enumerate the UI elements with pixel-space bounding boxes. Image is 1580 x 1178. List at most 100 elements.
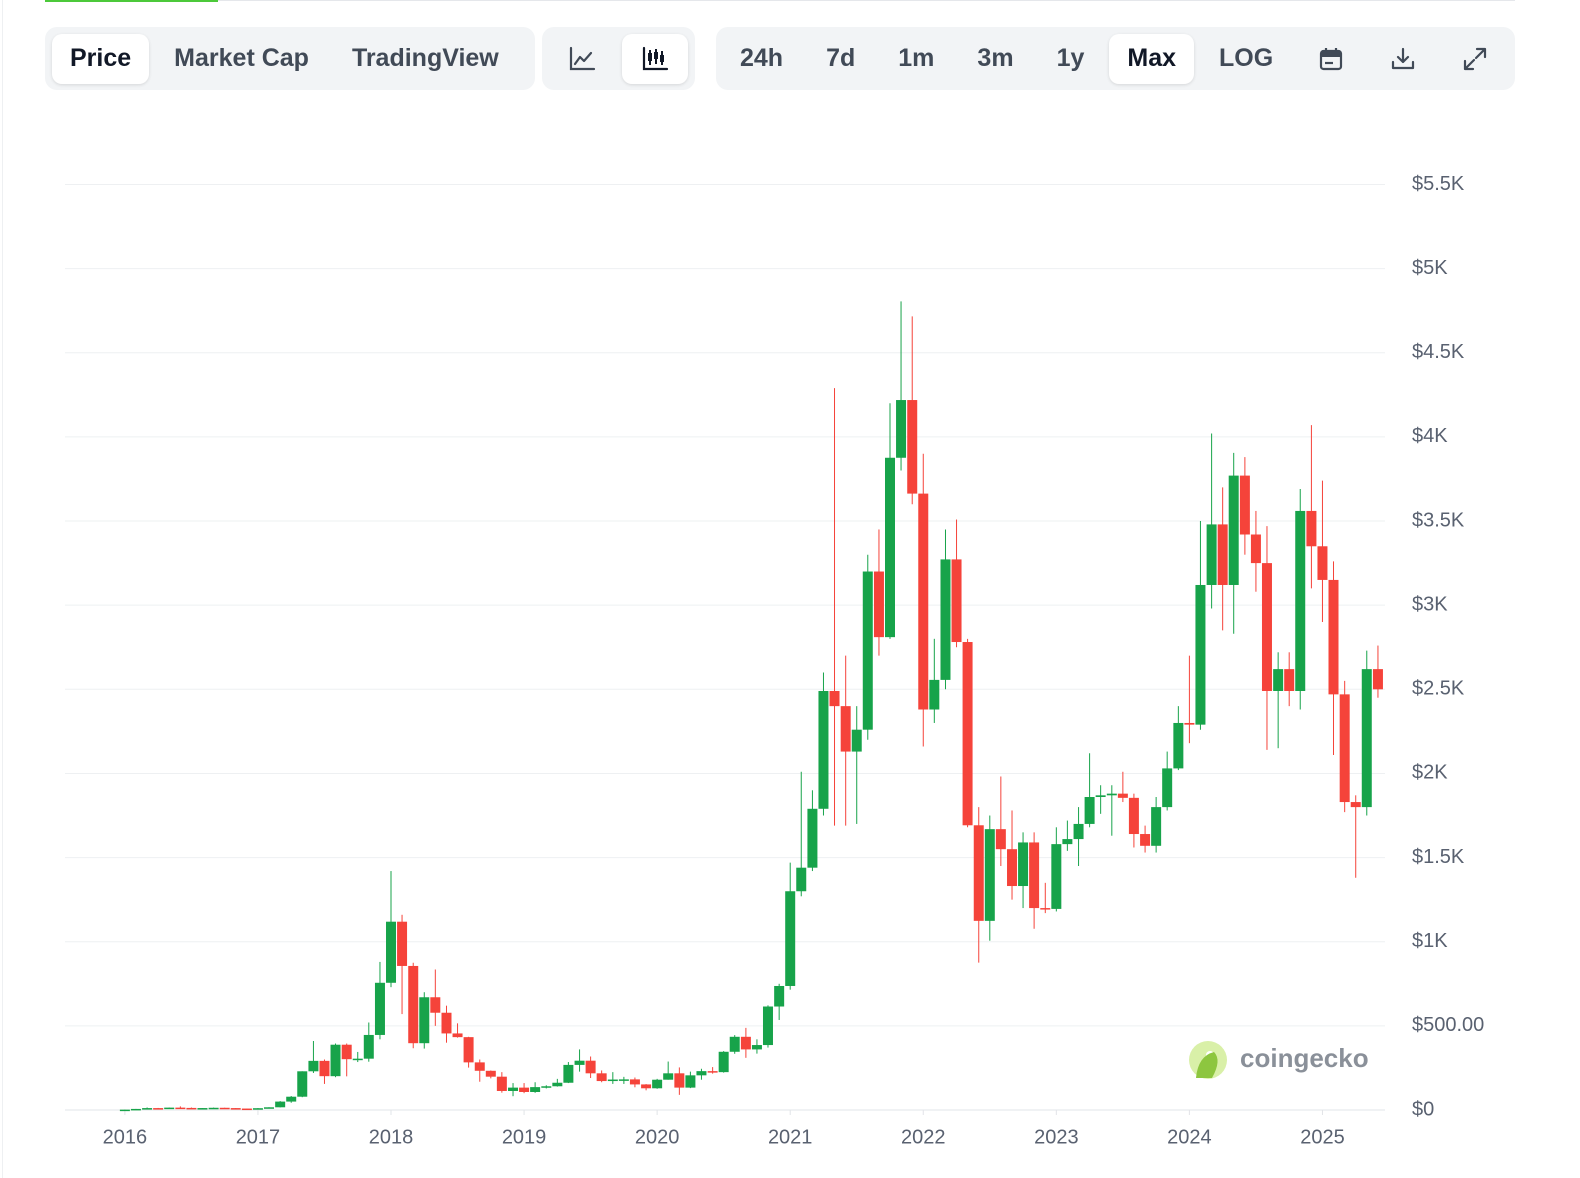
candle-body bbox=[718, 1051, 729, 1073]
candle-body bbox=[1151, 807, 1162, 846]
y-tick-label: $2.5K bbox=[1412, 678, 1465, 700]
candle-body bbox=[485, 1070, 496, 1077]
candle-body bbox=[1007, 849, 1018, 887]
candle-body bbox=[818, 690, 829, 809]
range-group: 24h 7d 1m 3m 1y Max LOG bbox=[716, 27, 1515, 90]
candle-body bbox=[508, 1087, 519, 1091]
candle-body bbox=[918, 493, 929, 710]
candle-body bbox=[1195, 584, 1206, 725]
x-tick-label: 2024 bbox=[1167, 1126, 1212, 1148]
candle-body bbox=[629, 1079, 640, 1085]
candle-body bbox=[386, 921, 397, 983]
candle-body bbox=[574, 1060, 585, 1065]
candle-body bbox=[1239, 475, 1250, 535]
candle-body bbox=[175, 1107, 186, 1110]
candle-body bbox=[186, 1107, 197, 1110]
range-button[interactable]: LOG bbox=[1219, 44, 1274, 72]
line-icon bbox=[569, 46, 596, 70]
calendar-button[interactable] bbox=[1298, 34, 1363, 84]
candle-body bbox=[452, 1033, 463, 1038]
candle-body bbox=[674, 1073, 685, 1088]
candle-body bbox=[142, 1108, 153, 1110]
download-icon bbox=[1391, 47, 1415, 69]
candle-body bbox=[1350, 802, 1361, 808]
y-tick-label: $2K bbox=[1412, 762, 1448, 784]
y-tick-label: $3K bbox=[1412, 593, 1448, 615]
candle-body bbox=[1040, 908, 1051, 910]
candle-body bbox=[1084, 797, 1095, 824]
y-tick-label: $5.5K bbox=[1412, 173, 1465, 195]
chart-type-group bbox=[542, 27, 695, 90]
candle-body bbox=[685, 1075, 696, 1088]
candle-body bbox=[696, 1071, 707, 1076]
candle-body bbox=[1184, 722, 1195, 725]
candle-body bbox=[1162, 768, 1173, 808]
candle-body bbox=[219, 1107, 230, 1110]
y-tick-label: $4.5K bbox=[1412, 341, 1465, 363]
candle-body bbox=[286, 1096, 297, 1102]
candle-body bbox=[585, 1060, 596, 1074]
x-tick-label: 2017 bbox=[236, 1126, 281, 1148]
x-tick-label: 2020 bbox=[635, 1126, 680, 1148]
candle-body bbox=[652, 1079, 663, 1089]
tab-button[interactable]: TradingView bbox=[351, 44, 499, 72]
candle-body bbox=[363, 1034, 374, 1059]
candle-body bbox=[441, 1012, 452, 1034]
candle-chart-button[interactable] bbox=[622, 33, 688, 84]
candle-body bbox=[474, 1062, 485, 1071]
candle-body bbox=[1062, 839, 1073, 845]
candle-body bbox=[408, 965, 419, 1044]
candle-body bbox=[663, 1073, 674, 1080]
tab-button[interactable]: Market Cap bbox=[174, 44, 309, 72]
candle-body bbox=[230, 1108, 241, 1110]
candle-body bbox=[519, 1087, 530, 1092]
x-tick-label: 2019 bbox=[502, 1126, 547, 1148]
candle-body bbox=[1217, 524, 1228, 585]
tab-button[interactable]: Price bbox=[52, 33, 150, 84]
candle-body bbox=[1261, 563, 1272, 691]
candle-body bbox=[607, 1079, 618, 1082]
y-tick-label: $5K bbox=[1412, 257, 1448, 279]
candle-body bbox=[297, 1071, 308, 1097]
candle-body bbox=[208, 1107, 219, 1110]
candle-body bbox=[119, 1109, 130, 1112]
candle-body bbox=[530, 1087, 541, 1092]
candle-body bbox=[829, 690, 840, 707]
fullscreen-button[interactable] bbox=[1443, 34, 1508, 84]
range-button[interactable]: 1y bbox=[1056, 44, 1085, 72]
candle-body bbox=[862, 571, 873, 730]
candle-body bbox=[851, 729, 862, 752]
range-button[interactable]: 24h bbox=[740, 44, 784, 72]
y-tick-label: $3.5K bbox=[1412, 509, 1465, 531]
range-button[interactable]: 3m bbox=[977, 44, 1014, 72]
candle-body bbox=[762, 1006, 773, 1046]
candle-body bbox=[1372, 669, 1383, 690]
expand-icon bbox=[1464, 47, 1487, 70]
x-tick-label: 2025 bbox=[1300, 1126, 1345, 1148]
line-chart-button[interactable] bbox=[549, 34, 615, 84]
candle-body bbox=[341, 1044, 352, 1060]
y-tick-label: $4K bbox=[1412, 425, 1448, 447]
download-button[interactable] bbox=[1370, 34, 1435, 84]
range-button[interactable]: 7d bbox=[826, 44, 856, 72]
range-button[interactable]: Max bbox=[1109, 33, 1195, 84]
candle-body bbox=[973, 825, 984, 921]
candle-body bbox=[1273, 669, 1284, 691]
y-tick-label: $1.5K bbox=[1412, 846, 1465, 868]
candle-body bbox=[1284, 669, 1295, 691]
candle-body bbox=[1117, 793, 1128, 798]
candle-body bbox=[618, 1079, 629, 1081]
candle-body bbox=[1018, 842, 1029, 887]
candle-body bbox=[995, 829, 1006, 850]
candle-body bbox=[1106, 793, 1117, 796]
candle-body bbox=[940, 559, 951, 680]
candle-body bbox=[840, 706, 851, 752]
candle-body bbox=[1250, 534, 1261, 564]
candle-body bbox=[873, 571, 884, 638]
candle-body bbox=[130, 1108, 141, 1111]
candle-body bbox=[729, 1036, 740, 1052]
candle-body bbox=[164, 1107, 175, 1110]
range-button[interactable]: 1m bbox=[898, 44, 935, 72]
candle-body bbox=[1306, 510, 1317, 547]
candle-body bbox=[263, 1107, 274, 1109]
